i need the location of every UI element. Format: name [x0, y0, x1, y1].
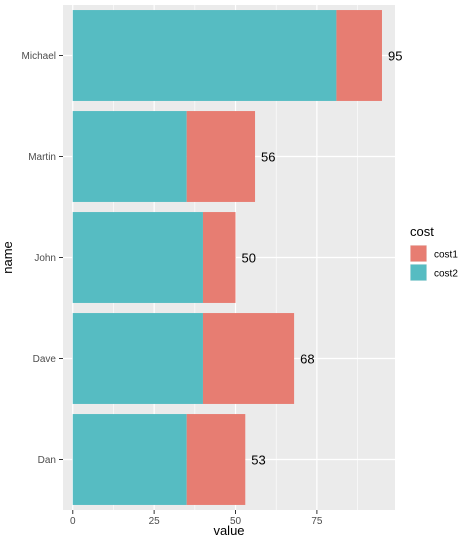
legend-title: cost — [410, 224, 434, 239]
bars — [72, 10, 382, 505]
total-label: 53 — [251, 453, 265, 468]
legend-swatch-cost2 — [410, 264, 427, 281]
bar-cost1-michael — [336, 10, 382, 101]
bar-cost2-john — [72, 212, 203, 303]
y-tick-label: Martin — [28, 152, 56, 163]
x-axis: 0 25 50 75 — [70, 510, 323, 527]
total-label: 68 — [300, 352, 314, 367]
x-tick-label: 0 — [70, 516, 76, 527]
bar-cost2-dan — [72, 414, 187, 505]
x-axis-title: value — [213, 523, 244, 538]
bar-cost2-martin — [72, 111, 187, 202]
bar-cost1-dave — [202, 313, 295, 404]
bar-cost2-michael — [72, 10, 337, 101]
legend: cost cost1 cost2 — [410, 224, 458, 281]
legend-swatch-cost1 — [410, 245, 427, 262]
bar-cost1-dan — [186, 414, 246, 505]
y-tick-label: Dave — [33, 354, 57, 365]
bar-cost1-martin — [186, 111, 256, 202]
total-label: 95 — [388, 49, 402, 64]
total-labels: 95 56 50 68 53 — [242, 49, 403, 468]
y-axis: Michael Martin John Dave Dan — [22, 51, 63, 466]
bar-cost2-dave — [72, 313, 203, 404]
bar-cost1-john — [202, 212, 236, 303]
legend-label-cost1: cost1 — [434, 250, 458, 261]
x-tick-label: 75 — [311, 516, 323, 527]
y-tick-label: Michael — [22, 51, 56, 62]
total-label: 56 — [261, 150, 275, 165]
y-tick-label: Dan — [38, 455, 56, 466]
y-tick-label: John — [34, 253, 56, 264]
x-tick-label: 50 — [230, 516, 242, 527]
legend-label-cost2: cost2 — [434, 269, 458, 280]
x-tick-label: 25 — [149, 516, 161, 527]
y-axis-title: name — [0, 241, 15, 274]
total-label: 50 — [242, 251, 256, 266]
